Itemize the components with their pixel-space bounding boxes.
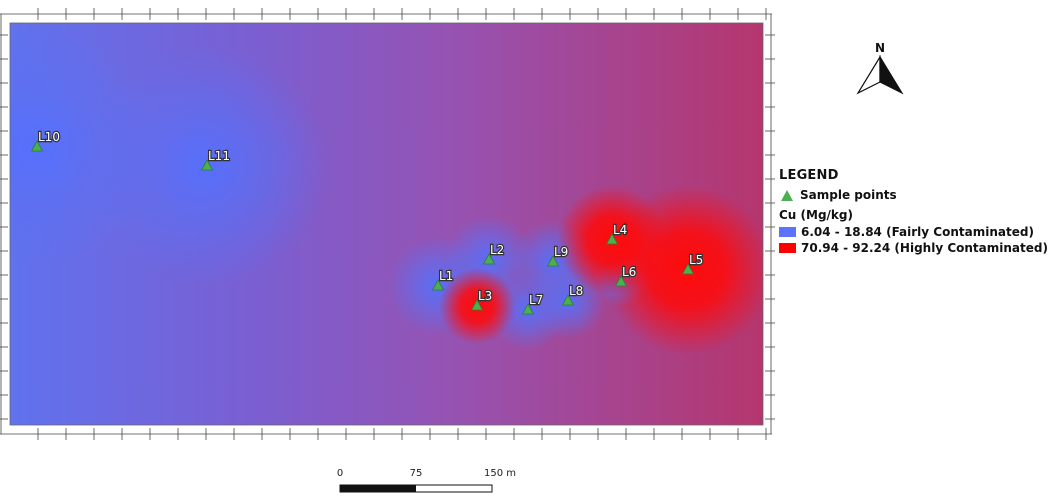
sample-point-label-l9: L9	[554, 245, 568, 259]
graticule-ticks	[0, 8, 775, 440]
interpolation-raster	[10, 23, 763, 425]
sample-point-l2-icon	[482, 253, 496, 265]
sample-point-l3-icon	[470, 299, 484, 311]
map-frame	[9, 22, 764, 426]
sample-point-label-l2: L2	[490, 243, 504, 257]
scale-bar-black-segment	[340, 485, 416, 492]
sample-point-l8-icon	[561, 294, 575, 306]
sample-point-label-l1: L1	[439, 269, 453, 283]
sample-point-label-l6: L6	[622, 265, 636, 279]
raster-blobs	[10, 27, 763, 355]
north-arrow: N	[856, 41, 904, 95]
north-arrow-left-icon	[856, 54, 881, 95]
north-arrow-right-icon	[879, 54, 904, 95]
triangle-marker-icon	[781, 189, 793, 201]
scale-label-0: 0	[337, 468, 343, 479]
north-label: N	[875, 41, 885, 55]
hotspot-l5	[603, 185, 763, 355]
scale-bar: 0 75 150 m	[337, 468, 516, 493]
legend-swatch-high	[779, 243, 796, 253]
sample-point-label-l7: L7	[529, 293, 543, 307]
legend: LEGEND Sample points Cu (Mg/kg) 6.04 - 1…	[779, 168, 1048, 255]
sample-point-l9-icon	[546, 255, 560, 267]
sample-point-l11-icon	[200, 159, 214, 171]
sample-points: L10 L11 L2 L9 L4 L1 L3 L7 L8 L6 L5	[30, 129, 705, 315]
legend-class-low-label: 6.04 - 18.84 (Fairly Contaminated)	[801, 225, 1034, 239]
legend-sample-points-label: Sample points	[800, 188, 897, 202]
scale-label-150: 150 m	[484, 468, 516, 479]
legend-variable-label: Cu (Mg/kg)	[779, 208, 853, 222]
sample-point-l10-icon	[30, 140, 44, 152]
legend-sample-points: Sample points	[779, 188, 1048, 202]
sample-point-l1-icon	[431, 279, 445, 291]
legend-class-high: 70.94 - 92.24 (Highly Contaminated)	[779, 241, 1048, 255]
sample-point-label-l8: L8	[569, 284, 583, 298]
legend-swatch-low	[779, 227, 796, 237]
scale-label-75: 75	[410, 468, 423, 479]
sample-point-l7-icon	[521, 303, 535, 315]
sample-point-l6-icon	[614, 275, 628, 287]
sample-point-label-l10: L10	[38, 130, 60, 144]
sample-point-label-l3: L3	[478, 289, 492, 303]
sample-point-l5-icon	[681, 263, 695, 275]
sample-point-label-l11: L11	[208, 149, 230, 163]
sample-point-l4-icon	[605, 233, 619, 245]
legend-title: LEGEND	[779, 168, 839, 183]
legend-class-high-label: 70.94 - 92.24 (Highly Contaminated)	[801, 241, 1048, 255]
sample-point-label-l5: L5	[689, 253, 703, 267]
sample-point-label-l4: L4	[613, 223, 627, 237]
legend-class-low: 6.04 - 18.84 (Fairly Contaminated)	[779, 225, 1048, 239]
